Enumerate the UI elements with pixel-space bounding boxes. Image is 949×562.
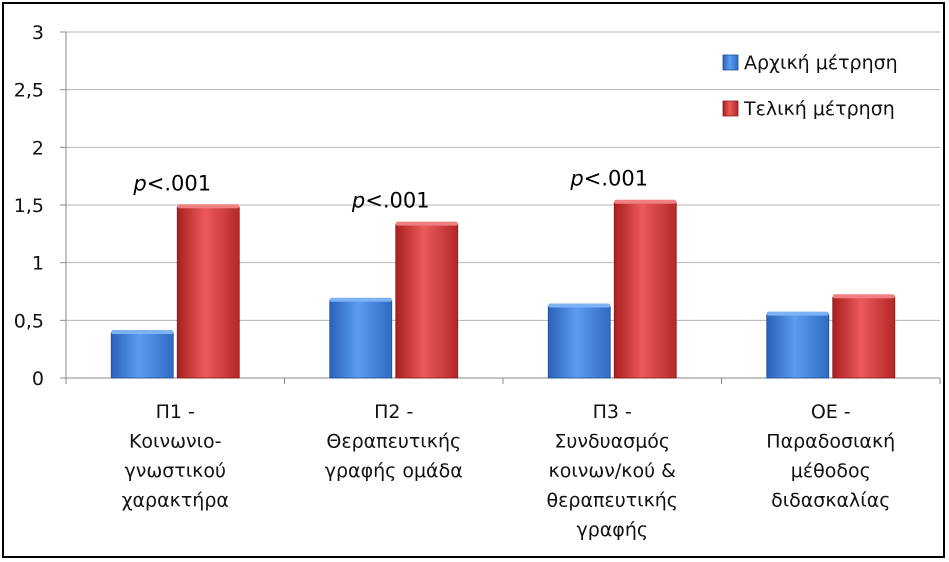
bar-initial (329, 300, 393, 379)
y-tick-label: 2 (32, 137, 44, 159)
category-label: Π3 -Συνδυασμός κοινων/κού & θεραπευτικής γρ… (547, 401, 678, 541)
significance-annotation: p<.001 (132, 171, 211, 195)
bar-top-highlight (766, 311, 829, 316)
bar-top-highlight (395, 221, 458, 226)
bar-initial (547, 306, 611, 379)
legend-label-final: Τελική μέτρηση (743, 98, 895, 120)
y-tick-label: 0,5 (14, 310, 44, 332)
label-layer: 0 0,5 1 1,5 2 2,5 3 Π1 -Κοινωνιο-γνωστικού χαρακ… (14, 22, 895, 541)
bar-top-highlight (111, 330, 174, 335)
bar-final (395, 224, 459, 379)
legend-swatch-initial (722, 54, 739, 71)
y-tick-label: 0 (32, 368, 44, 390)
bar-final (832, 296, 896, 379)
y-tick-label: 1,5 (14, 195, 44, 217)
legend: Αρχική μέτρηση Τελική μέτρηση (722, 52, 898, 120)
bar-top-highlight (177, 204, 240, 209)
category-label: ΟΕ -Παραδοσιακή μέθοδος διδασκαλίας (766, 401, 895, 512)
y-tick-label: 1 (32, 253, 44, 275)
bar-final (613, 202, 677, 379)
bar-top-highlight (832, 294, 895, 299)
category-label: Π1 -Κοινωνιο-γνωστικού χαρακτήρα (122, 401, 229, 512)
bar-top-highlight (329, 297, 392, 302)
legend-swatch-final (722, 100, 739, 117)
bar-final (176, 206, 240, 379)
bar-initial (766, 314, 830, 379)
bar-layer (110, 199, 896, 379)
bar-initial (110, 332, 174, 379)
category-label: Π2 -Θεραπευτικής γραφής ομάδα (325, 401, 463, 482)
y-tick-label: 3 (32, 22, 44, 44)
legend-label-initial: Αρχική μέτρηση (744, 52, 898, 74)
y-tick-label: 2,5 (14, 80, 44, 102)
significance-annotation: p<.001 (351, 189, 430, 213)
bar-top-highlight (614, 199, 677, 204)
significance-annotation: p<.001 (569, 167, 648, 191)
bar-top-highlight (548, 303, 611, 308)
